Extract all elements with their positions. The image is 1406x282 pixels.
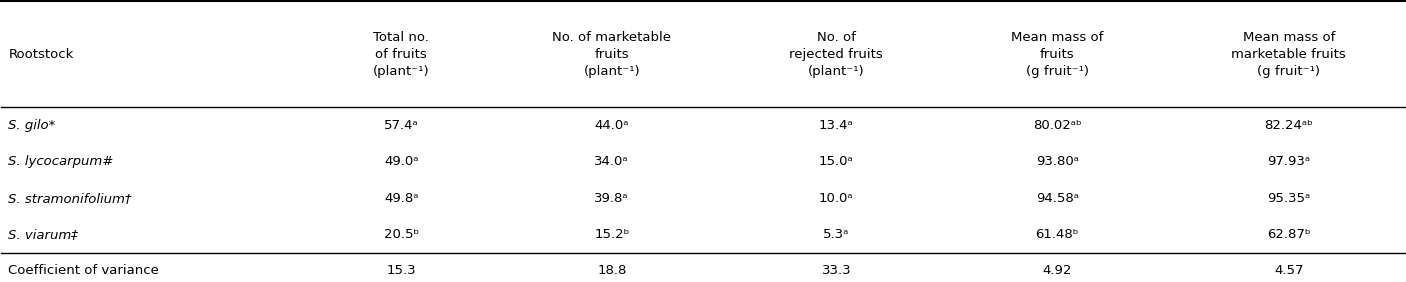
Text: 95.35ᵃ: 95.35ᵃ [1267,192,1310,205]
Text: No. of marketable
fruits
(plant⁻¹): No. of marketable fruits (plant⁻¹) [553,31,671,78]
Text: Mean mass of
marketable fruits
(g fruit⁻¹): Mean mass of marketable fruits (g fruit⁻… [1232,31,1346,78]
Text: 10.0ᵃ: 10.0ᵃ [818,192,853,205]
Text: S. lycocarpum#: S. lycocarpum# [8,155,114,168]
Text: 15.3: 15.3 [387,264,416,277]
Text: 97.93ᵃ: 97.93ᵃ [1267,155,1310,168]
Text: S. viarum‡: S. viarum‡ [8,228,79,241]
Text: S. stramonifolium†: S. stramonifolium† [8,192,132,205]
Text: 34.0ᵃ: 34.0ᵃ [595,155,628,168]
Text: 82.24ᵃᵇ: 82.24ᵃᵇ [1264,119,1313,132]
Text: 15.0ᵃ: 15.0ᵃ [818,155,853,168]
Text: 93.80ᵃ: 93.80ᵃ [1036,155,1078,168]
Text: 94.58ᵃ: 94.58ᵃ [1036,192,1078,205]
Text: 62.87ᵇ: 62.87ᵇ [1267,228,1310,241]
Text: No. of
rejected fruits
(plant⁻¹): No. of rejected fruits (plant⁻¹) [789,31,883,78]
Text: 13.4ᵃ: 13.4ᵃ [818,119,853,132]
Text: 49.0ᵃ: 49.0ᵃ [384,155,419,168]
Text: 18.8: 18.8 [598,264,627,277]
Text: 49.8ᵃ: 49.8ᵃ [384,192,419,205]
Text: 4.57: 4.57 [1274,264,1303,277]
Text: 33.3: 33.3 [821,264,851,277]
Text: S. gilo*: S. gilo* [8,119,56,132]
Text: 61.48ᵇ: 61.48ᵇ [1036,228,1078,241]
Text: 15.2ᵇ: 15.2ᵇ [595,228,630,241]
Text: 57.4ᵃ: 57.4ᵃ [384,119,419,132]
Text: 5.3ᵃ: 5.3ᵃ [823,228,849,241]
Text: 80.02ᵃᵇ: 80.02ᵃᵇ [1033,119,1081,132]
Text: 4.92: 4.92 [1043,264,1071,277]
Text: 39.8ᵃ: 39.8ᵃ [595,192,628,205]
Text: 44.0ᵃ: 44.0ᵃ [595,119,628,132]
Text: Rootstock: Rootstock [8,48,73,61]
Text: Mean mass of
fruits
(g fruit⁻¹): Mean mass of fruits (g fruit⁻¹) [1011,31,1104,78]
Text: 20.5ᵇ: 20.5ᵇ [384,228,419,241]
Text: Coefficient of variance: Coefficient of variance [8,264,159,277]
Text: Total no.
of fruits
(plant⁻¹): Total no. of fruits (plant⁻¹) [373,31,430,78]
